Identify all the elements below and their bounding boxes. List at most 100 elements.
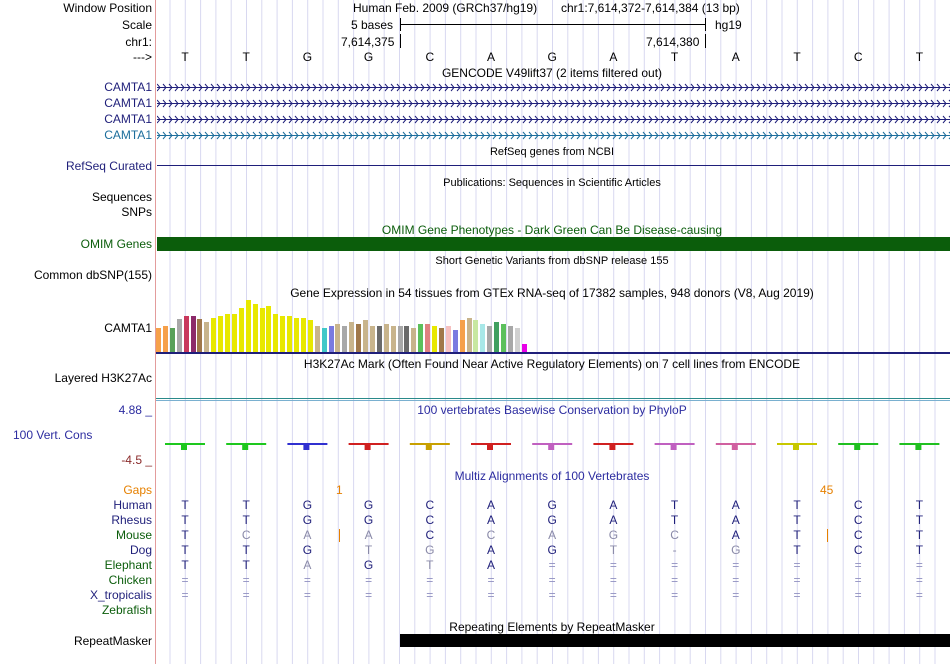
gtex-tissue-bar[interactable] — [425, 324, 431, 352]
gtex-tissue-bar[interactable] — [459, 320, 465, 352]
gencode-transcript-1[interactable] — [157, 83, 950, 92]
gencode-transcript-3[interactable] — [157, 115, 950, 124]
gtex-tissue-bar[interactable] — [514, 328, 520, 352]
gencode-transcript-2[interactable] — [157, 99, 950, 108]
phylop-logo-track[interactable] — [156, 434, 950, 458]
strand-chevron — [588, 83, 593, 92]
gtex-tissue-bar[interactable] — [225, 314, 230, 352]
gtex-tissue-bar[interactable] — [487, 326, 493, 352]
gtex-tissue-bar[interactable] — [480, 324, 486, 352]
gtex-tissue-bar[interactable] — [411, 328, 417, 352]
phylop-label[interactable]: 100 Vert. Cons — [13, 428, 93, 442]
strand-chevron — [204, 115, 209, 124]
gtex-tissue-bar[interactable] — [273, 314, 279, 352]
strand-chevron — [798, 99, 803, 108]
species-label[interactable]: Mouse — [115, 528, 152, 542]
gtex-tissue-bar[interactable] — [418, 324, 424, 352]
gtex-tissue-bar[interactable] — [169, 328, 175, 352]
species-label[interactable]: Chicken — [108, 573, 152, 587]
gtex-tissue-bar[interactable] — [328, 326, 334, 352]
snps-label[interactable]: SNPs — [121, 205, 152, 219]
gtex-tissue-bar[interactable] — [287, 316, 293, 352]
gtex-tissue-bar[interactable] — [231, 314, 237, 352]
gtex-tissue-bar[interactable] — [307, 320, 313, 352]
gtex-tissue-bar[interactable] — [252, 304, 258, 352]
gtex-tissue-bar[interactable] — [390, 326, 396, 352]
gtex-tissue-bar[interactable] — [156, 328, 161, 352]
gtex-tissue-bar[interactable] — [176, 319, 182, 352]
gtex-caption[interactable]: Gene Expression in 54 tissues from GTEx … — [290, 286, 814, 300]
gtex-tissue-bar[interactable] — [369, 326, 375, 352]
gtex-tissue-bar[interactable] — [204, 322, 210, 352]
gtex-tissue-bar[interactable] — [294, 318, 299, 352]
repeatmasker-label[interactable]: RepeatMasker — [73, 634, 152, 648]
omim-caption[interactable]: OMIM Gene Phenotypes - Dark Green Can Be… — [381, 223, 723, 237]
gencode-label-2[interactable]: CAMTA1 — [104, 96, 152, 110]
gtex-tissue-bar[interactable] — [314, 326, 320, 352]
gtex-tissue-bar[interactable] — [342, 326, 348, 352]
species-label[interactable]: Zebrafish — [101, 603, 152, 617]
gtex-tissue-bar[interactable] — [266, 306, 272, 352]
refseq-caption[interactable]: RefSeq genes from NCBI — [489, 146, 615, 158]
gtex-tissue-bar[interactable] — [466, 318, 472, 352]
gtex-tissue-bar[interactable] — [356, 324, 362, 352]
gtex-label[interactable]: CAMTA1 — [104, 321, 152, 335]
gtex-tissue-bar[interactable] — [363, 320, 368, 352]
gtex-tissue-bar[interactable] — [349, 322, 355, 352]
repeatmasker-element[interactable] — [400, 634, 950, 647]
publications-label[interactable]: Sequences — [91, 190, 152, 204]
gencode-label-4[interactable]: CAMTA1 — [104, 128, 152, 142]
gtex-tissue-bar[interactable] — [321, 328, 327, 352]
dbsnp-caption[interactable]: Short Genetic Variants from dbSNP releas… — [435, 255, 669, 267]
gtex-tissue-bar[interactable] — [218, 316, 224, 352]
strand-chevron — [510, 99, 515, 108]
species-label[interactable]: Rhesus — [111, 513, 152, 527]
gtex-tissue-bar[interactable] — [259, 308, 265, 352]
strand-arrow-label[interactable]: ---> — [133, 50, 152, 64]
gtex-tissue-bar[interactable] — [404, 326, 410, 352]
gtex-tissue-bar[interactable] — [211, 318, 217, 352]
gtex-tissue-bar[interactable] — [190, 316, 196, 352]
gtex-tissue-bar[interactable] — [280, 316, 286, 352]
gencode-transcript-4[interactable] — [157, 131, 950, 140]
phylop-caption[interactable]: 100 vertebrates Basewise Conservation by… — [417, 403, 687, 417]
gtex-tissue-bar[interactable] — [183, 316, 189, 352]
gtex-tissue-bar[interactable] — [473, 320, 479, 352]
omim-label[interactable]: OMIM Genes — [80, 237, 152, 251]
h3k27ac-caption[interactable]: H3K27Ac Mark (Often Found Near Active Re… — [303, 357, 801, 371]
gtex-tissue-bar[interactable] — [521, 344, 527, 352]
gtex-expression-chart[interactable] — [156, 296, 556, 352]
gtex-tissue-bar[interactable] — [335, 324, 341, 352]
gtex-tissue-bar[interactable] — [238, 308, 244, 352]
dbsnp-label[interactable]: Common dbSNP(155) — [33, 268, 152, 282]
gencode-label-1[interactable]: CAMTA1 — [104, 80, 152, 94]
gtex-tissue-bar[interactable] — [501, 324, 506, 352]
h3k27ac-label[interactable]: Layered H3K27Ac — [54, 371, 152, 385]
gtex-tissue-bar[interactable] — [494, 322, 500, 352]
repeatmasker-caption[interactable]: Repeating Elements by RepeatMasker — [449, 620, 655, 634]
gtex-tissue-bar[interactable] — [452, 330, 458, 352]
gtex-tissue-bar[interactable] — [507, 326, 513, 352]
gtex-tissue-bar[interactable] — [245, 300, 251, 352]
species-label[interactable]: Human — [113, 498, 152, 512]
gtex-tissue-bar[interactable] — [300, 318, 306, 352]
gtex-tissue-bar[interactable] — [197, 319, 203, 352]
gtex-tissue-bar[interactable] — [445, 326, 451, 352]
strand-chevron — [264, 83, 269, 92]
gencode-label-3[interactable]: CAMTA1 — [104, 112, 152, 126]
multiz-caption[interactable]: Multiz Alignments of 100 Vertebrates — [454, 469, 650, 483]
gtex-tissue-bar[interactable] — [438, 328, 444, 352]
gtex-tissue-bar[interactable] — [376, 326, 382, 352]
refseq-transcript[interactable] — [157, 165, 950, 166]
gtex-tissue-bar[interactable] — [432, 326, 437, 352]
gencode-caption[interactable]: GENCODE V49lift37 (2 items filtered out) — [441, 66, 663, 80]
species-label[interactable]: Dog — [129, 543, 152, 557]
species-label[interactable]: X_tropicalis — [89, 588, 152, 602]
gtex-tissue-bar[interactable] — [162, 326, 168, 352]
omim-phenotype-bar[interactable] — [157, 237, 950, 251]
publications-caption[interactable]: Publications: Sequences in Scientific Ar… — [443, 177, 661, 189]
species-label[interactable]: Elephant — [104, 558, 152, 572]
refseq-label[interactable]: RefSeq Curated — [65, 159, 152, 173]
gtex-tissue-bar[interactable] — [397, 326, 403, 352]
gtex-tissue-bar[interactable] — [383, 324, 389, 352]
